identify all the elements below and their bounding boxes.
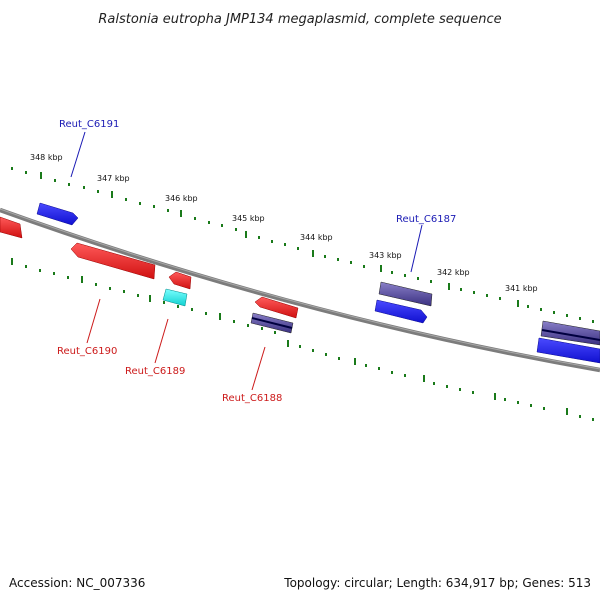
scale-label: 342 kbp xyxy=(437,268,470,277)
gene-blue-right[interactable] xyxy=(374,299,428,324)
scale-label: 345 kbp xyxy=(232,214,265,223)
leader-reut-c6191 xyxy=(70,131,86,178)
gene-purple-edge[interactable] xyxy=(540,320,600,346)
gene-label-reut-c6188[interactable]: Reut_C6188 xyxy=(222,393,282,404)
scale-label: 341 kbp xyxy=(505,284,538,293)
scale-labels: 348 kbp 347 kbp 346 kbp 345 kbp 344 kbp … xyxy=(30,153,538,293)
map-title: Ralstonia eutropha JMP134 megaplasmid, c… xyxy=(98,12,501,27)
gene-reut-c6189[interactable] xyxy=(162,288,188,307)
plasmid-backbone-highlight xyxy=(0,208,600,370)
gene-small-red[interactable] xyxy=(168,271,192,290)
leader-reut-c6189 xyxy=(154,318,169,364)
gene-label-reut-c6190[interactable]: Reut_C6190 xyxy=(57,346,117,357)
gene-label-reut-c6191[interactable]: Reut_C6191 xyxy=(59,119,119,130)
gene-blue-edge[interactable] xyxy=(536,337,600,364)
gene-reut-c6188[interactable] xyxy=(250,312,294,334)
scale-label: 348 kbp xyxy=(30,153,63,162)
leader-reut-c6188 xyxy=(251,346,266,391)
accession-text: Accession: NC_007336 xyxy=(9,576,145,590)
plasmid-backbone xyxy=(0,207,600,373)
gene-reut-c6190[interactable] xyxy=(70,242,156,280)
summary-text: Topology: circular; Length: 634,917 bp; … xyxy=(283,576,591,590)
gene-left-edge[interactable] xyxy=(0,216,23,239)
leader-reut-c6190 xyxy=(86,298,101,344)
leader-reut-c6187 xyxy=(410,224,423,273)
scale-label: 344 kbp xyxy=(300,233,333,242)
gene-red-middle[interactable] xyxy=(254,296,299,319)
gene-label-reut-c6187[interactable]: Reut_C6187 xyxy=(396,214,456,225)
scale-label: 343 kbp xyxy=(369,251,402,260)
scale-label: 347 kbp xyxy=(97,174,130,183)
gene-reut-c6191[interactable] xyxy=(36,202,79,226)
gene-label-reut-c6189[interactable]: Reut_C6189 xyxy=(125,366,185,377)
upper-scale-track xyxy=(11,167,594,323)
lower-scale-track xyxy=(11,258,594,421)
gene-reut-c6187[interactable] xyxy=(378,281,433,307)
scale-label: 346 kbp xyxy=(165,194,198,203)
